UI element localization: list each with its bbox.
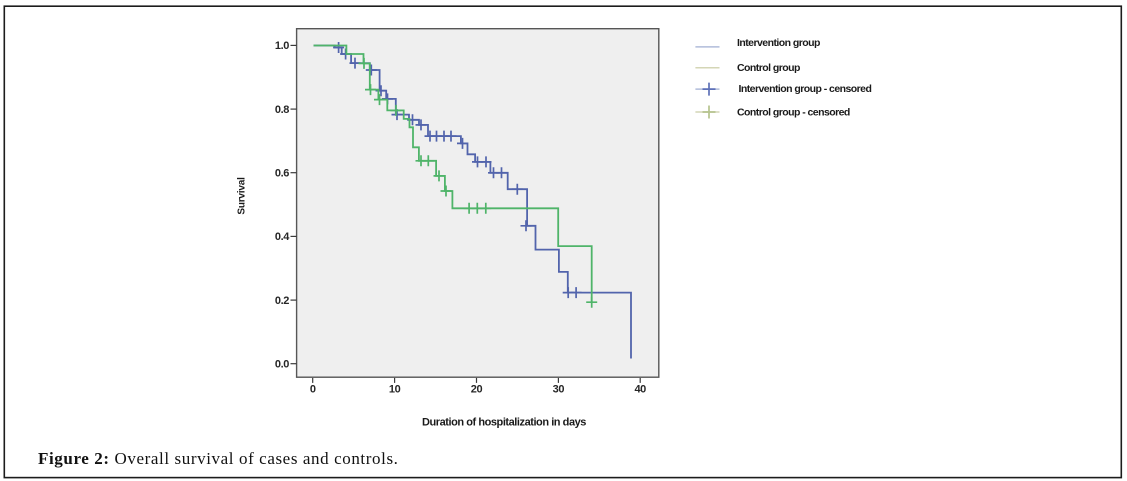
svg-text:Intervention group: Intervention group bbox=[737, 37, 820, 49]
svg-text:0.8: 0.8 bbox=[275, 104, 289, 116]
svg-text:Survival: Survival bbox=[237, 177, 248, 215]
svg-text:0.0: 0.0 bbox=[275, 359, 289, 371]
svg-text:40: 40 bbox=[634, 384, 646, 396]
svg-text:1.0: 1.0 bbox=[275, 40, 289, 52]
svg-text:0: 0 bbox=[310, 384, 316, 396]
svg-text:0.6: 0.6 bbox=[275, 168, 289, 180]
svg-text:Control group: Control group bbox=[737, 62, 800, 74]
svg-text:10: 10 bbox=[389, 384, 401, 396]
svg-text:Intervention group - censored: Intervention group - censored bbox=[739, 83, 872, 95]
svg-text:30: 30 bbox=[553, 384, 565, 396]
svg-text:Duration of hospitalization in: Duration of hospitalization in days bbox=[422, 417, 586, 429]
svg-text:20: 20 bbox=[471, 384, 483, 396]
svg-text:Control group - censored: Control group - censored bbox=[737, 107, 850, 119]
svg-text:0.2: 0.2 bbox=[275, 295, 289, 307]
svg-text:0.4: 0.4 bbox=[275, 231, 290, 243]
